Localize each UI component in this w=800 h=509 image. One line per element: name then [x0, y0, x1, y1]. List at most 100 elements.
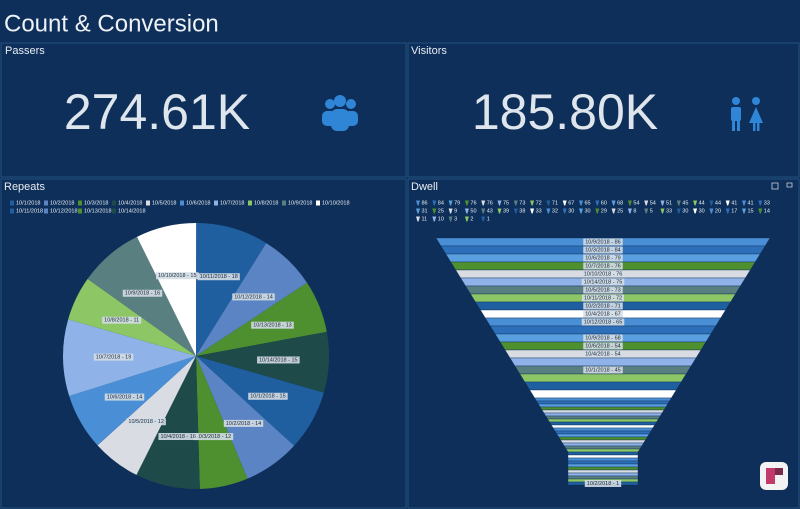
data-label: 10/7/2018 - 19 [96, 355, 131, 361]
logo[interactable] [760, 462, 788, 490]
legend-label: 11 [422, 216, 428, 222]
legend-swatch [742, 200, 746, 206]
people-icon [322, 95, 358, 131]
label-box [583, 366, 623, 374]
legend-swatch [464, 208, 469, 214]
funnel-segment [567, 469, 639, 474]
funnel-segment [552, 427, 654, 432]
legend-swatch [595, 200, 600, 206]
pie-slice [196, 356, 324, 446]
legend-swatch [546, 200, 551, 206]
label-box [583, 350, 623, 358]
data-label: 10/5/2018 - 12 [128, 419, 163, 425]
legend-swatch [10, 208, 14, 214]
data-label: 10/9/2018 - 68 [585, 335, 620, 341]
funnel-segment [567, 457, 639, 462]
legend-swatch [513, 200, 518, 206]
funnel-segment [519, 373, 687, 383]
funnel-segment [563, 445, 643, 450]
legend-swatch [611, 200, 616, 206]
label-box [248, 392, 288, 400]
legend-swatch [579, 200, 583, 206]
legend-swatch [693, 200, 698, 206]
legend-swatch [432, 208, 437, 214]
legend-label: 32 [552, 208, 558, 214]
legend-swatch [611, 208, 616, 214]
funnel-segment [545, 415, 661, 420]
legend-label: 72 [536, 200, 542, 206]
legend-label: 2 [470, 216, 473, 222]
legend-label: 10/13/2018 [84, 208, 112, 214]
legend-swatch [513, 208, 518, 214]
funnel-segment [567, 454, 639, 459]
label-box [122, 289, 163, 297]
legend-swatch [44, 208, 48, 214]
legend-label: 10/2/2018 [50, 200, 74, 206]
legend-swatch [481, 216, 486, 222]
funnel-segment [534, 397, 672, 402]
legend-label: 10/11/2018 [16, 208, 43, 214]
charts: 10/1/2018 - 15 10/2/2018 - 14 10/3/2018 - … [10, 200, 771, 489]
legend-label: 30 [699, 208, 705, 214]
data-label: 10/9/2018 - 16 [125, 291, 160, 297]
legend-label: 10/9/2018 [288, 200, 312, 206]
legend-label: 10/10/2018 [322, 200, 350, 206]
data-label: 10/4/2018 - 67 [585, 311, 620, 317]
legend-swatch [709, 208, 714, 214]
legend-label: 79 [454, 200, 460, 206]
funnel-segment [554, 430, 652, 435]
funnel-segment [567, 463, 639, 468]
legend-swatch [562, 200, 567, 206]
legend-swatch [282, 200, 286, 206]
label-box [102, 316, 142, 324]
label-box [126, 418, 166, 426]
data-label: 10/9/2018 - 86 [585, 239, 620, 245]
label-box [581, 278, 625, 286]
label-box [583, 262, 623, 270]
legend-label: 30 [568, 208, 574, 214]
legend-swatch [676, 208, 681, 214]
label-box [93, 353, 134, 361]
legend-label: 38 [519, 208, 525, 214]
legend-swatch [546, 208, 551, 214]
legend-swatch [416, 208, 420, 214]
label-box [257, 356, 300, 364]
legend-label: 65 [585, 200, 591, 206]
legend-label: 30 [585, 208, 591, 214]
legend-swatch [44, 200, 48, 206]
legend-label: 10/14/2018 [118, 208, 146, 214]
legend-label: 71 [552, 200, 558, 206]
label-box [583, 302, 623, 310]
funnel-segment [562, 442, 644, 447]
kpi-value: 185.80K [472, 84, 658, 140]
legend-swatch [248, 200, 252, 206]
data-label: 10/3/2018 - 12 [196, 434, 231, 440]
legend-label: 68 [617, 200, 623, 206]
data-label: 10/10/2018 - 76 [584, 271, 623, 277]
pie-slice [196, 356, 248, 489]
label-box [583, 238, 623, 246]
funnel-segment [509, 357, 697, 367]
data-label: 10/2/2018 - 71 [585, 303, 620, 309]
funnel-segment [489, 325, 717, 335]
pie-slice [196, 356, 295, 479]
legend-swatch [676, 200, 681, 206]
toolbar[interactable] [771, 182, 793, 190]
legend-swatch [481, 208, 486, 214]
funnel-segment [560, 439, 646, 444]
legend-swatch [497, 208, 502, 214]
legend-swatch [112, 200, 116, 206]
data-label: 10/12/2018 - 65 [584, 319, 623, 325]
data-label: 10/1/2018 - 45 [585, 367, 620, 373]
legend-label: 10/5/2018 [152, 200, 176, 206]
legend-swatch [416, 200, 420, 206]
legend-swatch [693, 208, 698, 214]
data-label: 10/6/2018 - 79 [585, 255, 620, 261]
legend-label: 84 [438, 200, 444, 206]
legend-swatch [464, 200, 469, 206]
legend-swatch [530, 208, 535, 214]
pie-slice [69, 356, 196, 446]
pie-slice [196, 223, 267, 356]
legend-label: 30 [682, 208, 688, 214]
